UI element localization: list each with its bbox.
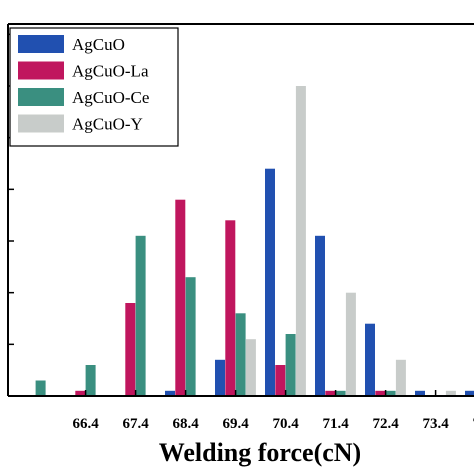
bar (395, 359, 406, 396)
x-tick-label: 74.4 (472, 416, 474, 432)
bar (265, 168, 275, 396)
bar (225, 220, 236, 396)
x-tick-label: 66.4 (72, 416, 99, 432)
x-tick-label: 67.4 (122, 416, 149, 432)
bar (85, 365, 96, 396)
legend-swatch (18, 114, 64, 133)
legend-label: AgCuO-La (72, 62, 149, 81)
legend-swatch (18, 35, 64, 53)
bar (375, 390, 386, 396)
bar (335, 390, 346, 396)
x-tick-label: 72.4 (372, 416, 399, 432)
bar (235, 313, 246, 396)
bar (125, 303, 136, 396)
x-tick-label: 69.4 (222, 416, 249, 432)
legend: AgCuO AgCuO-La AgCuO-Ce AgCuO-Y (9, 27, 179, 147)
legend-swatch (18, 61, 64, 80)
bar (415, 390, 425, 396)
bar (175, 199, 186, 396)
x-tick-label: 73.4 (422, 416, 449, 432)
axis-ticks: 66.4 67.4 68.4 69.4 70.4 71.4 72.4 73.4 74.4 (8, 33, 474, 432)
bar (385, 390, 396, 396)
bar (295, 86, 306, 396)
bar (325, 390, 336, 396)
bars-group (35, 86, 474, 396)
bar (185, 277, 196, 396)
bar (275, 365, 286, 396)
bar (285, 334, 296, 396)
x-tick-label: 70.4 (272, 416, 299, 432)
bar (345, 292, 356, 396)
bar (445, 390, 456, 396)
bar (245, 339, 256, 396)
bar (215, 359, 225, 396)
bar (135, 235, 146, 396)
bar (315, 235, 325, 396)
bar (75, 390, 86, 396)
bar (365, 323, 375, 396)
bar (465, 390, 474, 396)
x-tick-label: 68.4 (172, 416, 199, 432)
x-axis-title: Welding force(cN) (159, 438, 361, 467)
legend-swatch (18, 88, 64, 106)
bar (35, 380, 46, 396)
x-tick-label: 71.4 (322, 416, 349, 432)
bar (165, 390, 175, 396)
legend-label: AgCuO (72, 35, 125, 54)
legend-label: AgCuO-Y (72, 115, 143, 134)
legend-label: AgCuO-Ce (72, 88, 149, 107)
